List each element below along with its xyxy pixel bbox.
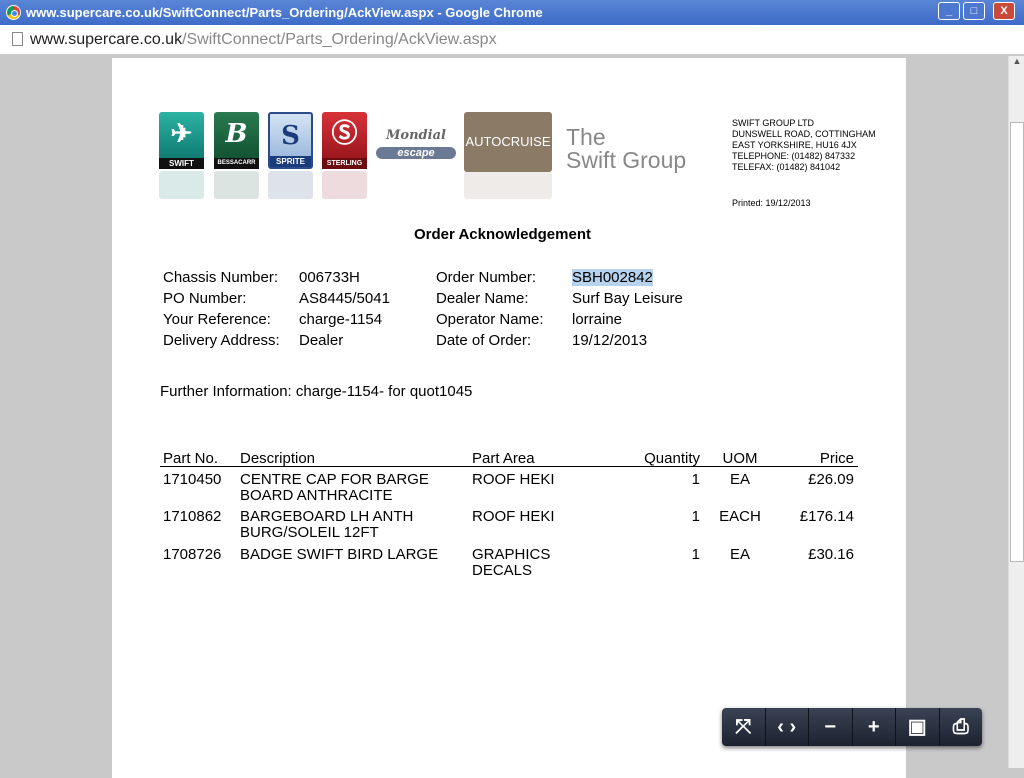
logo-reflection [214, 171, 259, 199]
maximize-button[interactable]: □ [963, 2, 985, 20]
field-label: Your Reference: [163, 311, 271, 328]
minimize-button[interactable]: _ [938, 2, 960, 20]
document-page [112, 58, 906, 778]
description: BARGEBOARD LH ANTH [240, 508, 414, 525]
logo-reflection [159, 171, 204, 199]
page-icon [12, 32, 23, 46]
zoom-in-button[interactable]: + [853, 708, 896, 746]
chassis-number: 006733H [299, 269, 360, 286]
order-number: SBH002842 [572, 269, 653, 286]
uom: EACH [719, 508, 761, 525]
url-path: /SwiftConnect/Parts_Ordering/AckView.asp… [182, 31, 497, 48]
description-line2: BURG/SOLEIL 12FT [240, 524, 379, 541]
sterling-logo: Ⓢ STERLING [322, 112, 367, 169]
header-uom: UOM [722, 450, 758, 467]
field-label: Delivery Address: [163, 332, 280, 349]
logo-reflection [464, 171, 552, 199]
document-title: Order Acknowledgement [414, 226, 591, 243]
sprite-logo: S SPRITE [268, 112, 313, 169]
quantity: 1 [691, 471, 700, 488]
address-bar[interactable]: www.supercare.co.uk/SwiftConnect/Parts_O… [0, 25, 1024, 55]
description-line2: BOARD ANTHRACITE [240, 487, 393, 504]
field-label: Order Number: [436, 269, 537, 286]
print-button[interactable]: ⎙ [952, 716, 969, 738]
price: £30.16 [808, 546, 854, 563]
mondial-escape-logo: Mondial escape [376, 112, 456, 169]
pdf-toolbar: ⤧ ‹ › − + ▣ ⎙ [722, 708, 982, 746]
chrome-icon [6, 5, 21, 20]
field-label: Operator Name: [436, 311, 544, 328]
part-number: 1710862 [163, 508, 222, 525]
fit-page-button[interactable]: ⤧ [722, 708, 766, 746]
vertical-scrollbar[interactable]: ▲ [1008, 56, 1024, 768]
url-host: www.supercare.co.uk [30, 31, 183, 48]
part-area: ROOF HEKI [472, 508, 555, 525]
dealer-name: Surf Bay Leisure [572, 290, 683, 307]
window-title: www.supercare.co.uk/SwiftConnect/Parts_O… [26, 5, 543, 20]
operator-name: lorraine [572, 311, 623, 328]
delivery-address: Dealer [299, 332, 344, 349]
field-label: Date of Order: [436, 332, 532, 349]
quantity: 1 [691, 546, 700, 563]
part-area: GRAPHICS [472, 546, 551, 563]
close-button[interactable]: X [993, 2, 1015, 20]
uom: EA [729, 471, 750, 488]
date-of-order: 19/12/2013 [572, 332, 648, 349]
header-description: Description [240, 450, 316, 467]
header-part-area: Part Area [472, 450, 535, 467]
field-label: Dealer Name: [436, 290, 529, 307]
header-divider [160, 466, 858, 467]
uom: EA [729, 546, 750, 563]
window-title-bar: www.supercare.co.uk/SwiftConnect/Parts_O… [0, 0, 1024, 25]
autocruise-logo: AUTOCRUISE [464, 112, 552, 172]
swift-group-logo: The Swift Group [566, 124, 687, 173]
price: £26.09 [808, 471, 854, 488]
header-part-no: Part No. [163, 450, 219, 467]
header-quantity: Quantity [644, 450, 700, 467]
scroll-up-arrow[interactable]: ▲ [1012, 56, 1022, 66]
quantity: 1 [691, 508, 700, 525]
part-number: 1710450 [163, 471, 222, 488]
further-information: Further Information: charge-1154- for qu… [160, 383, 473, 400]
header-price: Price [819, 450, 854, 467]
company-address: SWIFT GROUP LTD DUNSWELL ROAD, COTTINGHAM… [732, 118, 876, 172]
description: BADGE SWIFT BIRD LARGE [240, 546, 439, 563]
field-label: PO Number: [163, 290, 247, 307]
scroll-thumb[interactable] [1010, 122, 1024, 562]
description: CENTRE CAP FOR BARGE [240, 471, 429, 488]
part-area-line2: DECALS [472, 562, 533, 579]
field-label: Chassis Number: [163, 269, 279, 286]
logo-reflection [322, 171, 367, 199]
po-number: AS8445/5041 [299, 290, 390, 307]
part-area: ROOF HEKI [472, 471, 555, 488]
zoom-out-button[interactable]: − [809, 708, 853, 746]
bessacarr-logo: B BESSACARR [214, 112, 259, 169]
fit-width-button[interactable]: ‹ › [766, 708, 809, 746]
price: £176.14 [799, 508, 854, 525]
save-button[interactable]: ▣ [896, 708, 940, 746]
printed-date: Printed: 19/12/2013 [732, 198, 811, 208]
swift-logo: ✈ SWIFT [159, 112, 204, 169]
your-reference: charge-1154 [299, 311, 383, 328]
logo-reflection [268, 171, 313, 199]
part-number: 1708726 [163, 546, 222, 563]
